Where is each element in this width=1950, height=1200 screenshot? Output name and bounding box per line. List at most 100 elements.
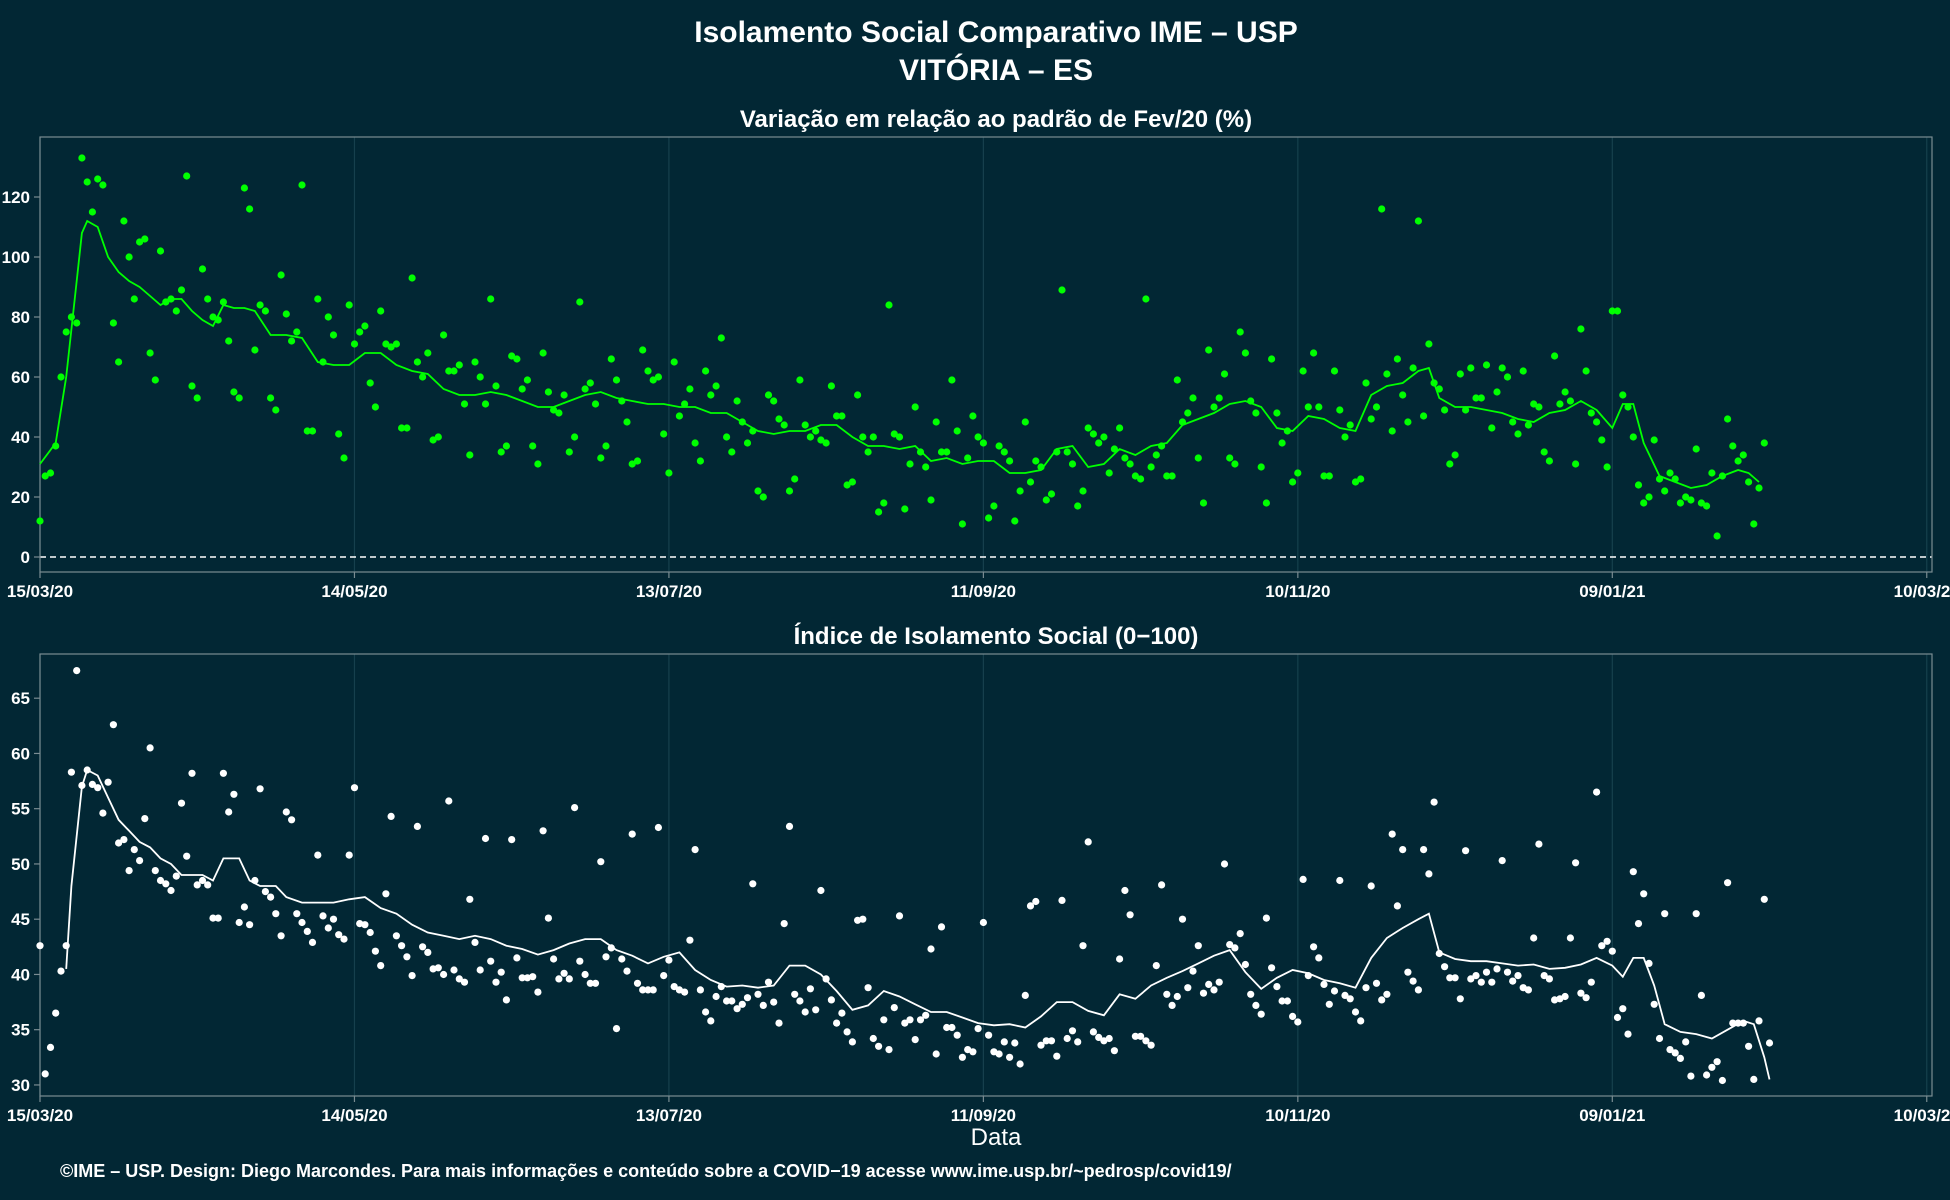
x-tick-label: 14/05/20 bbox=[321, 1106, 387, 1125]
data-point bbox=[712, 382, 720, 390]
data-point bbox=[1006, 1053, 1014, 1061]
data-point bbox=[901, 1019, 909, 1027]
data-point bbox=[256, 785, 264, 793]
data-point bbox=[1566, 934, 1574, 942]
data-point bbox=[209, 313, 217, 321]
data-point bbox=[1241, 960, 1249, 969]
data-point bbox=[424, 349, 432, 357]
data-point bbox=[361, 322, 369, 330]
data-point bbox=[618, 955, 626, 963]
data-point bbox=[1089, 1028, 1097, 1036]
data-point bbox=[1718, 472, 1726, 480]
data-point bbox=[723, 997, 731, 1005]
data-point bbox=[188, 382, 196, 390]
data-point bbox=[1168, 1001, 1176, 1010]
x-tick-label: 10/11/20 bbox=[1265, 1106, 1330, 1125]
data-point bbox=[1530, 400, 1538, 408]
data-point bbox=[1320, 472, 1328, 480]
panel-index: 30 35 40 45 50 55 60 65 15/03/20 14/05/20 13/07/20… bbox=[7, 653, 1950, 1125]
data-point bbox=[597, 858, 605, 866]
data-point bbox=[1137, 1032, 1145, 1040]
data-point bbox=[88, 780, 96, 789]
data-point bbox=[329, 331, 338, 339]
data-point bbox=[1441, 963, 1449, 971]
data-point bbox=[743, 994, 752, 1002]
data-point bbox=[1205, 346, 1213, 354]
data-point bbox=[1462, 406, 1470, 414]
data-point bbox=[1587, 409, 1595, 417]
data-point bbox=[649, 376, 657, 384]
data-point bbox=[586, 379, 594, 387]
data-point bbox=[1184, 409, 1192, 417]
data-point bbox=[214, 316, 222, 324]
data-point bbox=[1383, 990, 1391, 998]
data-point bbox=[261, 888, 269, 896]
data-point bbox=[1414, 986, 1422, 994]
data-point bbox=[288, 816, 296, 824]
plot-frame bbox=[39, 136, 1933, 573]
data-point bbox=[1645, 493, 1653, 501]
data-point bbox=[1367, 415, 1375, 423]
data-point bbox=[937, 923, 946, 931]
data-point bbox=[1325, 472, 1333, 480]
data-point bbox=[1734, 1019, 1742, 1027]
data-point bbox=[785, 822, 794, 831]
data-point bbox=[1760, 895, 1768, 903]
data-point bbox=[1000, 1038, 1008, 1046]
data-point bbox=[581, 970, 589, 979]
data-point bbox=[497, 448, 505, 456]
data-point bbox=[350, 340, 359, 348]
data-point bbox=[1640, 890, 1648, 898]
data-point bbox=[481, 834, 490, 843]
data-point bbox=[387, 343, 395, 351]
data-point bbox=[560, 391, 568, 399]
data-point bbox=[1582, 994, 1590, 1002]
y-tick-label: 65 bbox=[11, 689, 30, 708]
data-point bbox=[964, 454, 972, 462]
data-point bbox=[308, 427, 317, 435]
data-point bbox=[1676, 499, 1684, 507]
data-point bbox=[1420, 846, 1428, 854]
data-point bbox=[508, 352, 516, 360]
data-point bbox=[1462, 847, 1470, 855]
data-point bbox=[1299, 875, 1307, 884]
data-point bbox=[361, 921, 369, 929]
data-point bbox=[1697, 499, 1705, 507]
x-tick-label: 13/07/20 bbox=[636, 1106, 702, 1125]
data-point bbox=[109, 319, 117, 327]
data-point bbox=[943, 448, 951, 456]
data-point bbox=[707, 1017, 715, 1025]
data-point bbox=[623, 418, 631, 426]
data-point bbox=[1587, 978, 1595, 986]
data-point bbox=[1378, 996, 1386, 1004]
data-point bbox=[1430, 798, 1438, 806]
data-point bbox=[219, 769, 227, 777]
y-tick-label: 55 bbox=[11, 800, 30, 819]
data-point bbox=[1194, 942, 1202, 950]
data-point bbox=[1336, 876, 1344, 885]
data-point bbox=[1645, 959, 1653, 968]
data-point bbox=[943, 1023, 951, 1032]
data-point bbox=[1158, 442, 1166, 450]
data-point bbox=[167, 886, 175, 895]
data-point bbox=[728, 997, 736, 1005]
data-point bbox=[146, 744, 154, 752]
data-point bbox=[1477, 394, 1485, 402]
data-point bbox=[1163, 990, 1171, 998]
data-point bbox=[770, 397, 778, 405]
data-point bbox=[209, 914, 217, 922]
data-point bbox=[235, 918, 243, 927]
data-point bbox=[948, 1023, 956, 1032]
data-point bbox=[1388, 427, 1396, 435]
data-point bbox=[1692, 445, 1700, 453]
data-point bbox=[308, 938, 317, 947]
data-point bbox=[1713, 532, 1721, 540]
y-tick-label: 40 bbox=[11, 965, 30, 984]
data-point bbox=[1252, 409, 1260, 417]
data-point bbox=[901, 505, 909, 513]
data-point bbox=[1399, 391, 1407, 399]
data-point bbox=[1519, 367, 1527, 375]
data-point bbox=[1105, 1034, 1113, 1043]
data-point bbox=[1514, 430, 1522, 438]
data-point bbox=[1283, 997, 1291, 1005]
